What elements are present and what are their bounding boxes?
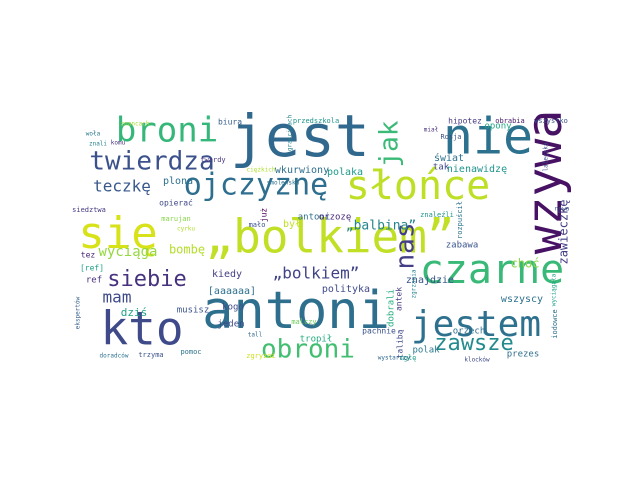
- word-51: opierać: [159, 198, 193, 208]
- word-55: cyrku: [177, 226, 195, 233]
- word-83: iodowce: [551, 309, 559, 339]
- word-59: antoni: [298, 213, 331, 223]
- word-88: laleczka: [543, 142, 550, 171]
- word-11: czarne: [420, 247, 565, 293]
- word-70: pomoc: [180, 348, 201, 356]
- word-22: „bolkiem”: [273, 264, 360, 283]
- word-16: obroni: [261, 335, 355, 365]
- word-89: zgrzania: [411, 269, 418, 298]
- word-35: wkurwiony: [275, 165, 329, 176]
- word-5: słońce: [346, 163, 491, 209]
- word-29: musisz: [177, 306, 210, 316]
- word-49: komu: [111, 140, 126, 147]
- word-30: dziś: [121, 306, 148, 319]
- word-82: klocków: [464, 357, 490, 364]
- word-46: znancach: [121, 121, 150, 128]
- word-80: polak: [412, 346, 440, 356]
- word-10: „bolkiem”: [205, 210, 454, 264]
- word-93: graścicach: [287, 115, 294, 152]
- word-27: kiedy: [212, 269, 242, 280]
- word-43: wszystko: [534, 117, 568, 125]
- word-14: kto: [100, 302, 183, 356]
- word-87: miał: [424, 127, 439, 134]
- word-63: choć: [511, 257, 540, 271]
- word-15: jestem: [411, 304, 541, 345]
- word-38: tak: [433, 163, 450, 173]
- word-42: obrabia: [495, 117, 525, 125]
- word-47: woła: [86, 131, 101, 138]
- word-13: antoni: [202, 281, 390, 341]
- word-94: ciężkich: [247, 167, 276, 174]
- word-19: teczkę: [93, 177, 151, 196]
- word-72: doradców: [100, 353, 129, 360]
- word-9: się: [78, 208, 157, 259]
- word-12: nas: [391, 223, 421, 270]
- word-8: jak: [375, 120, 405, 167]
- word-4: broni: [116, 111, 218, 151]
- word-66: malczy: [291, 318, 316, 326]
- word-36: nienawidzę: [447, 164, 507, 175]
- word-81: prezes: [507, 350, 540, 360]
- wordcloud-background: [80, 106, 560, 374]
- word-57: już: [260, 208, 269, 223]
- word-1: jest: [230, 102, 370, 170]
- word-91: rozpuścił: [456, 201, 464, 239]
- word-78: dobrali: [387, 289, 397, 327]
- word-92: znaleźli: [420, 211, 454, 219]
- word-67: tropił: [300, 335, 333, 345]
- word-31: ref: [86, 276, 102, 286]
- word-64: zabawa: [446, 241, 479, 251]
- word-21: mam: [103, 288, 132, 307]
- word-65: antek: [395, 287, 404, 311]
- word-33: tez: [81, 251, 96, 260]
- word-40: opony: [484, 122, 512, 132]
- word-68: kogo: [222, 303, 244, 313]
- word-28: [aaaaaa]: [208, 286, 256, 297]
- word-6: ojczyznę: [184, 168, 329, 203]
- word-73: ekspertów: [75, 296, 82, 329]
- word-24: bombę: [169, 243, 205, 257]
- word-60: orzozę: [319, 213, 352, 223]
- word-61: znajdzie: [406, 275, 454, 286]
- word-77: talibą: [396, 329, 405, 358]
- word-48: znali: [89, 141, 107, 148]
- word-86: Rosja: [440, 133, 461, 141]
- word-44: przedszkola: [293, 117, 339, 125]
- word-39: świat: [434, 152, 464, 164]
- word-25: „balbina”: [346, 219, 416, 234]
- word-50: twardy: [200, 156, 225, 164]
- word-69: jeden: [217, 320, 244, 330]
- word-62: wszyscy: [501, 294, 543, 305]
- word-79: mgłę: [400, 354, 417, 362]
- word-7: twierdza: [89, 147, 214, 177]
- word-71: trzyma: [138, 351, 163, 359]
- word-18: siebie: [107, 267, 186, 292]
- word-54: marujan: [161, 215, 191, 223]
- word-32: [ref]: [80, 264, 104, 273]
- word-74: zgryzai: [246, 352, 276, 360]
- word-95: wyciągała: [551, 273, 558, 306]
- word-85: orzech: [453, 327, 486, 337]
- word-90: nowa: [555, 206, 570, 213]
- word-26: polityka: [322, 284, 370, 295]
- word-76: pachnie: [362, 327, 396, 336]
- word-23: wyciąga: [98, 244, 157, 260]
- word-56: był: [283, 219, 301, 230]
- word-37: polaka: [327, 167, 363, 178]
- word-84: wystarczy: [378, 355, 411, 362]
- word-2: nie: [443, 108, 533, 166]
- word-58: mało: [249, 221, 266, 229]
- word-41: hipotez: [448, 117, 482, 126]
- word-20: zawieczkę: [557, 199, 571, 264]
- word-3: wzywa: [517, 110, 573, 255]
- word-52: siedztwa: [72, 206, 106, 214]
- word-53: smolensku: [267, 180, 300, 187]
- word-75: tall: [248, 332, 263, 339]
- word-17: zawsze: [434, 331, 513, 356]
- word-45: biura: [218, 118, 242, 127]
- word-34: plona: [163, 176, 193, 187]
